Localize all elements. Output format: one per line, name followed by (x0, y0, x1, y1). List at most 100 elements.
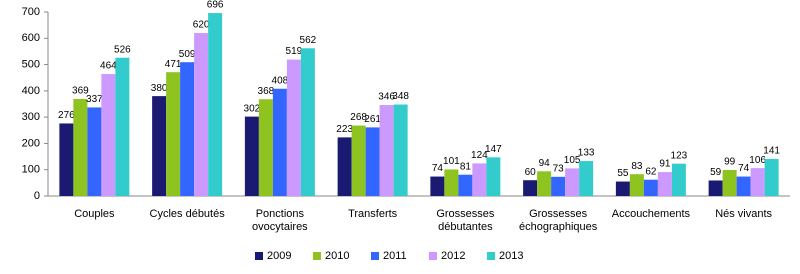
bar (579, 161, 594, 196)
x-tick-label: Accouchements (612, 208, 691, 220)
bar (458, 174, 473, 196)
bar (643, 179, 658, 196)
bar (351, 125, 366, 196)
y-tick-label: 0 (34, 190, 40, 202)
legend-label: 2010 (325, 250, 349, 262)
bar (708, 180, 723, 196)
x-tick-label: Transferts (348, 208, 398, 220)
legend-swatch (429, 252, 437, 260)
data-label: 74 (432, 163, 444, 174)
data-label: 509 (179, 49, 196, 60)
bar (337, 137, 352, 196)
data-label: 147 (485, 144, 502, 155)
bar (115, 57, 130, 196)
data-label: 380 (151, 83, 168, 94)
bar (750, 168, 765, 196)
data-label: 62 (645, 166, 657, 177)
bar (393, 104, 408, 196)
data-label: 91 (659, 159, 671, 170)
y-tick-label: 200 (22, 137, 40, 149)
data-label: 124 (471, 150, 488, 161)
data-label: 526 (114, 44, 131, 55)
data-label: 60 (525, 167, 537, 178)
legend-swatch (255, 252, 263, 260)
data-label: 562 (300, 35, 317, 46)
bar (657, 172, 672, 196)
bar (565, 168, 580, 196)
bar (208, 13, 223, 197)
data-label: 123 (671, 150, 688, 161)
data-label: 464 (100, 61, 117, 72)
data-label: 106 (749, 155, 766, 166)
data-label: 261 (364, 114, 381, 125)
bar (430, 176, 445, 196)
data-label: 348 (392, 91, 409, 102)
bar (300, 48, 315, 196)
bar (722, 169, 737, 196)
bar (551, 176, 566, 196)
data-label: 94 (539, 158, 551, 169)
data-label: 101 (443, 156, 460, 167)
legend-label: 2013 (499, 250, 523, 262)
bar (166, 72, 181, 196)
data-label: 105 (564, 155, 581, 166)
x-tick-label: Nés vivants (715, 208, 772, 220)
bar (272, 88, 287, 196)
data-label: 471 (165, 59, 182, 70)
data-label: 223 (336, 124, 353, 135)
data-label: 133 (578, 148, 595, 159)
bar (59, 123, 74, 196)
bar (629, 174, 644, 196)
y-tick-label: 600 (22, 32, 40, 44)
y-tick-label: 700 (22, 6, 40, 18)
legend-label: 2011 (383, 250, 407, 262)
bar (379, 105, 394, 196)
bar (365, 127, 380, 196)
data-label: 99 (724, 157, 736, 168)
data-label: 346 (378, 92, 395, 103)
y-tick-label: 500 (22, 58, 40, 70)
bar (73, 99, 88, 196)
data-label: 519 (286, 46, 303, 57)
legend-swatch (313, 252, 321, 260)
data-label: 276 (58, 110, 75, 121)
bar (764, 158, 779, 196)
bar (152, 96, 167, 196)
data-label: 368 (258, 86, 275, 97)
bar (258, 99, 273, 196)
data-label: 74 (738, 163, 750, 174)
y-tick-label: 100 (22, 164, 40, 176)
bar (523, 180, 538, 196)
data-label: 408 (272, 75, 289, 86)
bar (180, 62, 195, 196)
data-label: 55 (617, 168, 629, 179)
x-tick-label: échographiques (519, 221, 598, 233)
bar (87, 107, 102, 196)
x-tick-label: Couples (74, 208, 115, 220)
data-label: 141 (763, 146, 780, 157)
x-tick-label: Cycles débutés (150, 208, 226, 220)
data-label: 337 (86, 94, 103, 105)
data-label: 81 (460, 161, 472, 172)
bar (486, 157, 501, 196)
legend-label: 2009 (267, 250, 291, 262)
bar (736, 176, 751, 196)
legend-swatch (487, 252, 495, 260)
bar (194, 33, 209, 197)
bar (671, 163, 686, 196)
data-label: 59 (710, 167, 722, 178)
data-label: 620 (193, 20, 210, 31)
bar (615, 181, 630, 196)
x-tick-label: Grossesses (529, 208, 588, 220)
data-label: 302 (244, 103, 261, 114)
data-label: 268 (350, 112, 367, 123)
data-label: 73 (553, 163, 565, 174)
y-tick-label: 400 (22, 85, 40, 97)
x-tick-label: Grossesses (436, 208, 495, 220)
data-label: 696 (207, 0, 224, 11)
x-tick-label: ovocytaires (252, 221, 308, 233)
bar (244, 116, 259, 196)
data-label: 83 (631, 161, 643, 172)
